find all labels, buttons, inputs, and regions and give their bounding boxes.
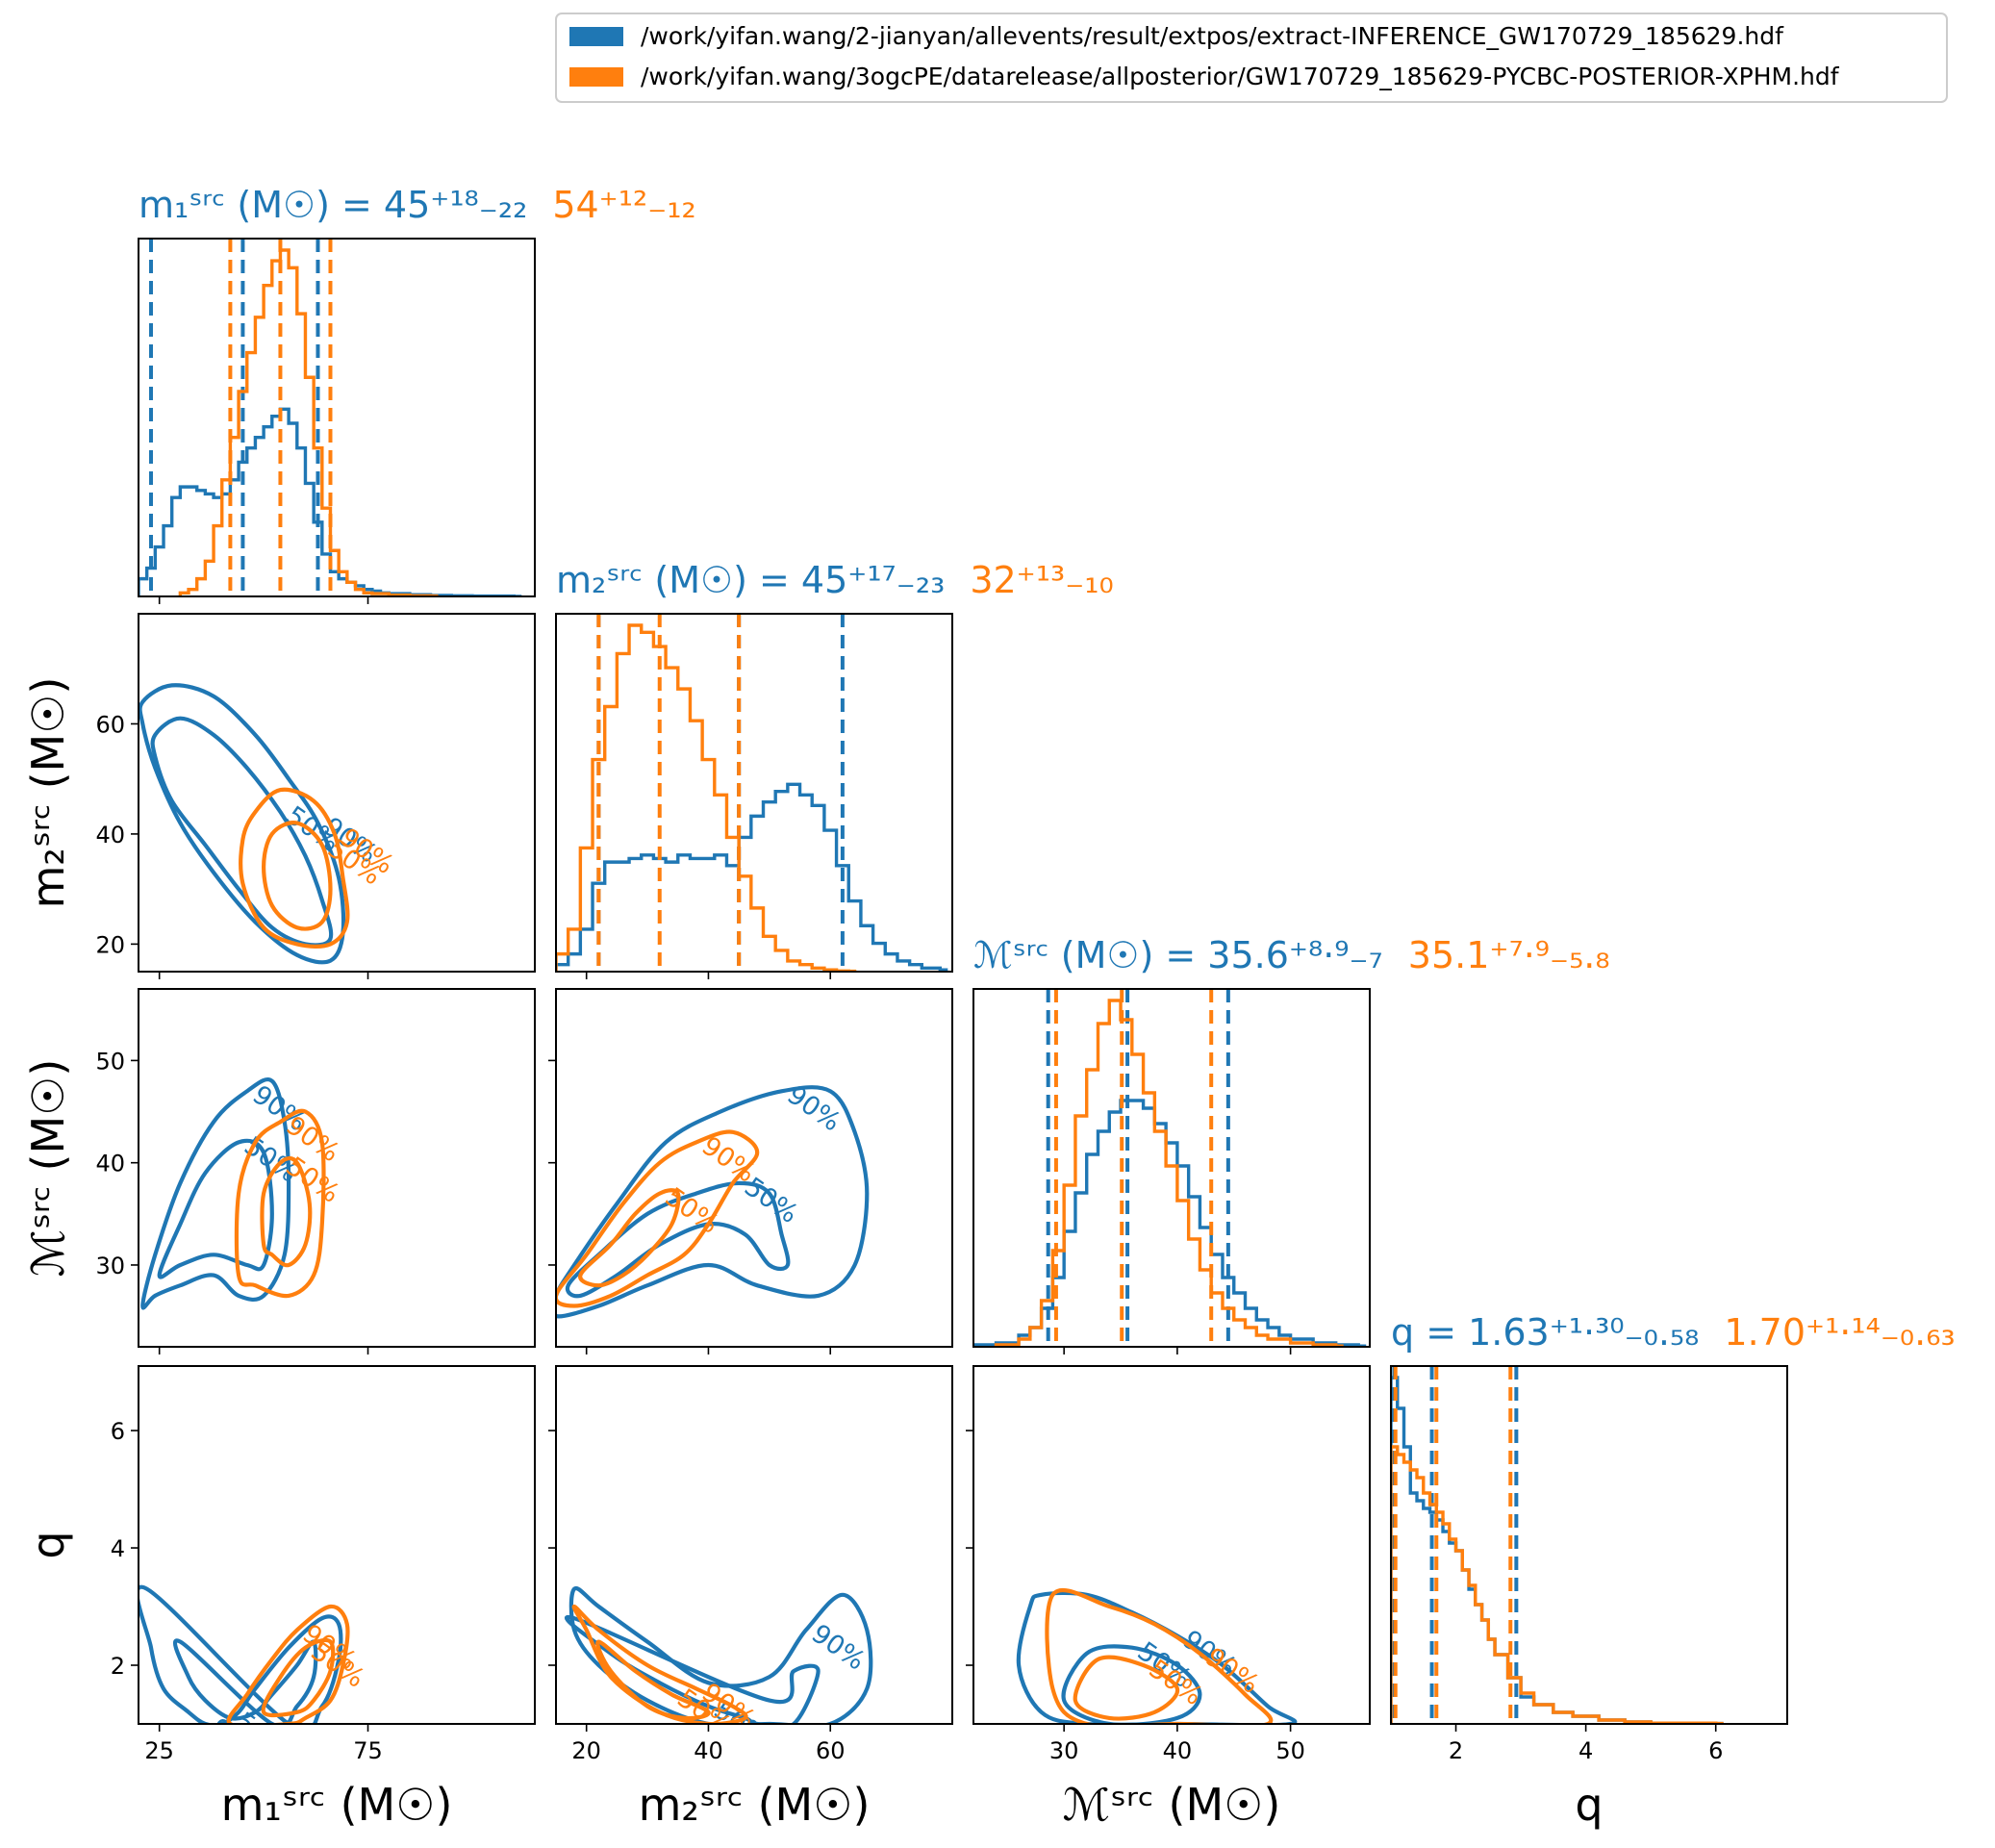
contour-m1-q-series-1-50pct <box>261 1637 336 1718</box>
x-tick-label: 50 <box>1275 1737 1305 1764</box>
panel-title-q-blue: q = 1.63⁺¹·³⁰₋₀.₅₈ <box>1391 1311 1699 1354</box>
legend-swatch-blue <box>569 27 623 46</box>
panel-frame <box>1390 1365 1788 1725</box>
panel-m2-m2: m₂ˢʳᶜ (M☉) = 45⁺¹⁷₋₂₃ 32⁺¹³₋₁₀ <box>555 559 1114 979</box>
histogram-mc-series-1 <box>994 999 1344 1347</box>
x-tick-label: 40 <box>1163 1737 1193 1764</box>
panel-title-m2-orange: 32⁺¹³₋₁₀ <box>970 559 1113 601</box>
histogram-q-series-1 <box>1391 1445 1724 1724</box>
contour-m1-mc-series-0-90pct <box>140 1076 291 1310</box>
contour-m1-m2-series-1-90pct <box>239 787 350 949</box>
x-tick-label: 75 <box>353 1737 383 1764</box>
contour-m1-m2-series-0-50pct <box>150 716 334 948</box>
panel-m2-mc: 90%50%90%50% <box>548 988 953 1354</box>
y-tick-label: 6 <box>111 1418 125 1445</box>
y-axis-label-q: q <box>22 1531 74 1558</box>
panel-frame <box>972 1365 1371 1725</box>
x-tick-label: 30 <box>1049 1737 1079 1764</box>
x-tick-label: 2 <box>1449 1737 1463 1764</box>
x-tick-label: 6 <box>1708 1737 1723 1764</box>
y-axis-label-m2: m₂ˢʳᶜ (M☉) <box>22 677 74 909</box>
panel-title-m2-blue: m₂ˢʳᶜ (M☉) = 45⁺¹⁷₋₂₃ <box>556 559 945 601</box>
panel-m2-q: 90%50%90%50%20 40 60 <box>548 1365 953 1764</box>
histogram-mc-series-0 <box>973 1099 1367 1347</box>
y-tick-label: 50 <box>95 1048 125 1075</box>
histogram-m1-series-1 <box>178 248 439 596</box>
panel-frame <box>972 988 1371 1348</box>
contour-m1-mc-series-1-90pct <box>234 1108 326 1299</box>
x-axis-label-mc: ℳˢʳᶜ (M☉) <box>1063 1779 1281 1831</box>
contour-m1-mc-series-1-50pct <box>260 1155 313 1268</box>
panel-title-m1-orange: 54⁺¹²₋₁₂ <box>552 184 695 226</box>
panels: m₁ˢʳᶜ (M☉) = 45⁺¹⁸₋₂₂ 54⁺¹²₋₁₂ 90%50%90%50… <box>22 184 1956 1831</box>
contour-mc-q-series-1-90pct <box>1045 1587 1274 1724</box>
contour-m1-mc-series-0-50pct <box>157 1138 274 1279</box>
contour-m2-mc-series-0-50pct <box>565 1180 791 1299</box>
y-tick-label: 20 <box>95 931 125 958</box>
panel-m1-m1: m₁ˢʳᶜ (M☉) = 45⁺¹⁸₋₂₂ 54⁺¹²₋₁₂ <box>138 184 696 604</box>
contour-m1-m2-series-0-90pct <box>139 683 346 965</box>
x-tick-label: 4 <box>1578 1737 1593 1764</box>
panel-frame <box>555 613 953 973</box>
contour-m2-mc-series-1-50pct <box>578 1188 681 1288</box>
x-axis-label-m1: m₁ˢʳᶜ (M☉) <box>221 1779 453 1831</box>
panel-title-mc-blue: ℳˢʳᶜ (M☉) = 35.6⁺⁸·⁹₋₇ <box>973 934 1383 976</box>
x-axis-label-m2: m₂ˢʳᶜ (M☉) <box>639 1779 871 1831</box>
contour-m2-mc-series-0-90pct <box>556 1085 870 1319</box>
y-tick-label: 2 <box>111 1653 125 1680</box>
contour-mc-q-series-0-50pct <box>1061 1644 1202 1724</box>
y-tick-label: 30 <box>95 1253 125 1279</box>
x-tick-label: 60 <box>816 1737 846 1764</box>
x-tick-label: 40 <box>694 1737 723 1764</box>
legend-label-blue: /work/yifan.wang/2-jianyan/allevents/res… <box>641 22 1784 50</box>
panel-frame <box>138 613 536 973</box>
contour-mc-q-series-1-50pct <box>1073 1655 1180 1721</box>
panel-mc-q: 90%50% 90%50%30 40 50 <box>966 1365 1371 1764</box>
contour-mc-q-series-0-90pct <box>1016 1590 1298 1724</box>
contour-m2-mc-series-1-90pct <box>556 1129 760 1308</box>
y-tick-label: 60 <box>95 711 125 738</box>
legend: /work/yifan.wang/2-jianyan/allevents/res… <box>555 13 1948 103</box>
legend-swatch-orange <box>569 67 623 87</box>
contour-m1-q-series-0-50pct <box>173 1638 318 1724</box>
contour-m1-m2-series-1-50pct <box>262 821 333 931</box>
x-tick-label: 25 <box>144 1737 174 1764</box>
panel-frame <box>555 1365 953 1725</box>
panel-frame <box>138 1365 536 1725</box>
panel-frame <box>555 988 953 1348</box>
panel-frame <box>138 988 536 1348</box>
panel-frame <box>138 238 536 597</box>
legend-label-orange: /work/yifan.wang/3ogcPE/datarelease/allp… <box>641 63 1840 90</box>
panel-mc-mc: ℳˢʳᶜ (M☉) = 35.6⁺⁸·⁹₋₇ 35.1⁺⁷·⁹₋₅.₈ <box>972 934 1610 1354</box>
panel-q-q: q = 1.63⁺¹·³⁰₋₀.₅₈ 1.70⁺¹·¹⁴₋₀.₆₃ 2 4 6 <box>1390 1311 1956 1764</box>
y-tick-label: 40 <box>95 1151 125 1177</box>
contour-m2-q-series-1-50pct <box>595 1639 711 1721</box>
panel-title-q-orange: 1.70⁺¹·¹⁴₋₀.₆₃ <box>1724 1311 1955 1354</box>
x-tick-label: 20 <box>571 1737 601 1764</box>
y-axis-label-mc: ℳˢʳᶜ (M☉) <box>22 1059 74 1278</box>
histogram-m2-series-1 <box>556 623 857 972</box>
legend-frame <box>555 13 1948 103</box>
y-tick-label: 4 <box>111 1535 125 1562</box>
histogram-q-series-0 <box>1391 1376 1724 1724</box>
contour-m1-q-series-0-90pct <box>139 1584 343 1724</box>
histogram-m2-series-0 <box>556 782 948 972</box>
panel-title-mc-orange: 35.1⁺⁷·⁹₋₅.₈ <box>1408 934 1610 976</box>
contour-m1-q-series-1-90pct <box>226 1604 350 1724</box>
panel-title-m1-blue: m₁ˢʳᶜ (M☉) = 45⁺¹⁸₋₂₂ <box>139 184 527 226</box>
contour-m2-q-series-1-90pct <box>571 1604 748 1724</box>
x-axis-label-q: q <box>1575 1779 1603 1831</box>
y-tick-label: 40 <box>95 822 125 848</box>
